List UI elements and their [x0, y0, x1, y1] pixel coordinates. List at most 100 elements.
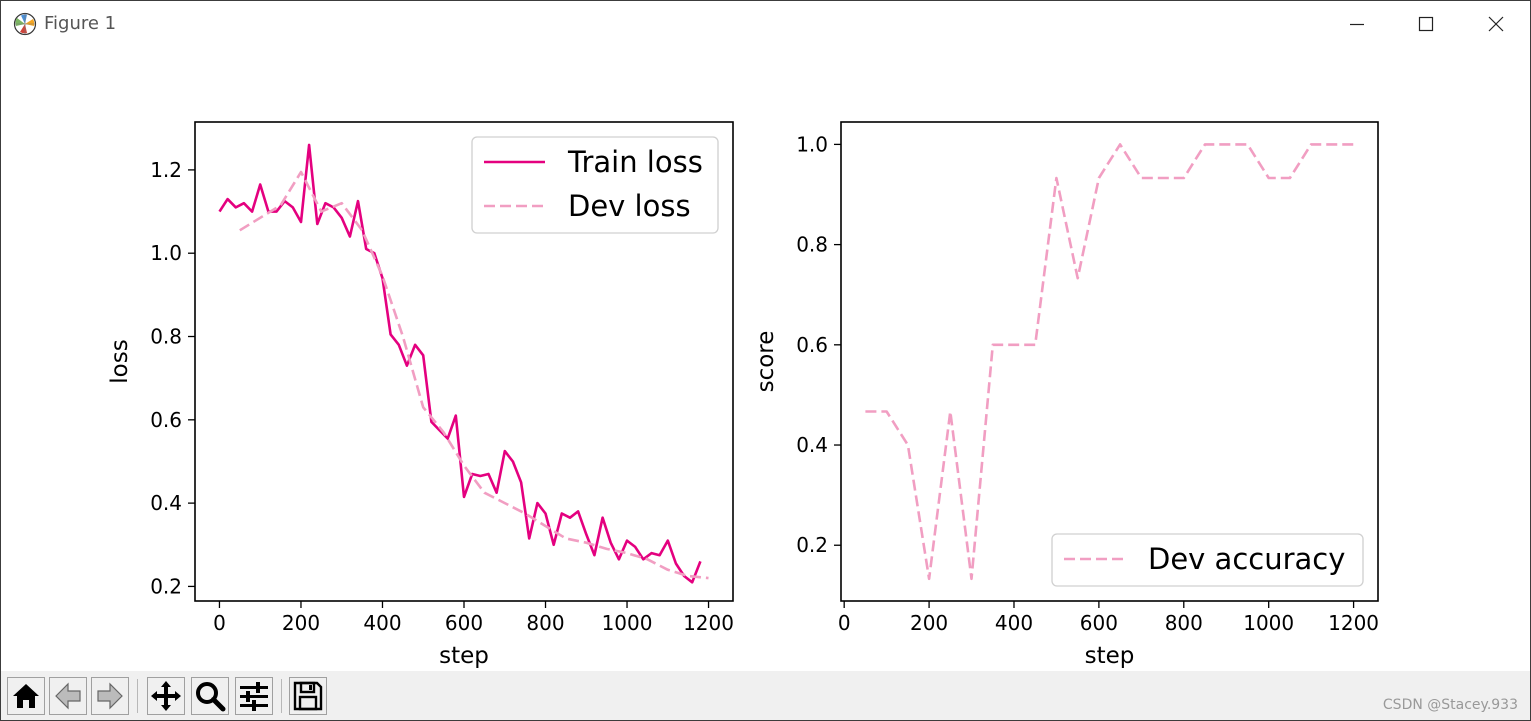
chart1-series-1-point	[699, 560, 702, 563]
back-button[interactable]	[49, 677, 87, 715]
chart1-series-1-point	[324, 202, 327, 205]
chart1-series-1-point	[348, 235, 351, 238]
chart2-series-1-point	[1246, 143, 1249, 146]
close-icon	[1488, 16, 1504, 32]
watermark: CSDN @Stacey.933	[1382, 697, 1518, 713]
chart1-y-tick-label: 1.2	[150, 158, 182, 182]
chart1-series-1-point	[291, 206, 294, 209]
forward-button[interactable]	[91, 677, 129, 715]
chart1-series-1-point	[650, 552, 653, 555]
chart1-series-1-point	[593, 554, 596, 557]
chart2-series-1-point	[1012, 343, 1015, 346]
chart1-y-tick-label: 1.0	[150, 241, 182, 265]
chart1-series-1-point	[218, 210, 221, 213]
chart1-series-1-point	[674, 562, 677, 565]
chart2-x-tick-label: 1000	[1243, 611, 1294, 635]
chart1-series-1-point	[479, 474, 482, 477]
chart2-series-1-point	[906, 443, 909, 446]
chart1-series-1-point	[520, 481, 523, 484]
chart1-series-1-point	[691, 581, 694, 584]
home-button[interactable]	[7, 677, 45, 715]
chart1-series-1-point	[544, 512, 547, 515]
chart1-series-1-point	[234, 206, 237, 209]
chart2-x-tick-label: 0	[838, 611, 851, 635]
chart2-series-1-point	[885, 410, 888, 413]
chart1-series-1-point	[397, 343, 400, 346]
chart2-x-tick-label: 200	[910, 611, 948, 635]
chart1-series-1-point	[658, 554, 661, 557]
chart1-series-1-point	[601, 516, 604, 519]
save-icon	[293, 681, 323, 711]
chart1-series-1-point	[251, 210, 254, 213]
chart1-x-tick-label: 0	[213, 611, 226, 635]
chart2-y-axis-label: score	[753, 331, 779, 393]
pan-button[interactable]	[147, 677, 185, 715]
chart1-series-1-point	[585, 533, 588, 536]
chart2-series-1-point	[864, 410, 867, 413]
chart1-series-1-point	[299, 220, 302, 223]
chart1-series-1-point	[365, 247, 368, 250]
pan-icon	[151, 681, 181, 711]
maximize-icon	[1418, 16, 1434, 32]
chart1-series-2-point	[401, 335, 404, 338]
chart1-series-1-point	[275, 210, 278, 213]
chart1-series-1-point	[340, 216, 343, 219]
chart1-series-2-point	[279, 204, 282, 207]
chart2-series-line-1	[865, 143, 1354, 581]
chart2-series-1-point	[1352, 143, 1355, 146]
chart2-series-1-point	[1034, 343, 1037, 346]
chart1-series-2-point	[585, 541, 588, 544]
chart1-legend-label: Train loss	[567, 145, 703, 179]
chart1-series-2-point	[299, 170, 302, 173]
chart1-series-1-point	[617, 558, 620, 561]
chart1-series-1-point	[430, 420, 433, 423]
chart2-legend: Dev accuracy	[1051, 533, 1364, 587]
chart2-series-1-point	[1267, 176, 1270, 179]
chart1-series-2-point	[503, 502, 506, 505]
chart1-series-2-point	[462, 464, 465, 467]
chart1-series-1-point	[642, 558, 645, 561]
chart2-y-tick-label: 0.6	[796, 333, 828, 357]
chart1-series-2-point	[666, 568, 669, 571]
chart1-series-1-point	[259, 183, 262, 186]
chart2-series-1-point	[1055, 176, 1058, 179]
close-button[interactable]	[1461, 1, 1530, 47]
chart2-series-1-point	[970, 577, 973, 580]
configure-subplots-button[interactable]	[235, 677, 273, 715]
chart2-axes-frame	[840, 121, 1379, 602]
chart1-series-2-point	[442, 431, 445, 434]
chart1-x-tick-label: 200	[282, 611, 320, 635]
chart1-series-1-point	[528, 537, 531, 540]
chart1-series-2-point	[238, 229, 241, 232]
chart2-series-1-point	[1097, 176, 1100, 179]
chart2-legend-label: Dev accuracy	[1148, 542, 1345, 576]
chart1-legend-label: Dev loss	[568, 189, 691, 223]
chart1-series-1-point	[226, 198, 229, 201]
maximize-button[interactable]	[1391, 1, 1461, 47]
chart1-y-axis-label: loss	[107, 339, 133, 383]
chart2-x-tick-label: 800	[1165, 611, 1203, 635]
chart2-legend-box	[1051, 533, 1364, 587]
chart1-series-1-point	[462, 495, 465, 498]
chart1-series-2-point	[361, 229, 364, 232]
chart2-series-1-point	[1076, 277, 1079, 280]
chart2-y-tick-label: 0.2	[796, 533, 828, 557]
chart1-y-tick-label: 0.4	[150, 491, 182, 515]
chart1-legend: Train loss Dev loss	[471, 136, 719, 234]
chart1-x-tick-label: 800	[526, 611, 564, 635]
minimize-button[interactable]	[1322, 1, 1392, 47]
chart1-series-2-point	[524, 512, 527, 515]
chart2-y-tick-label: 0.8	[796, 233, 828, 257]
figure-canvas[interactable]: 0 200 400 600 800 1000 1200 0.2 0.4 0.6 0.8 1.0 1.2 s…	[1, 47, 1530, 671]
chart1-series-1-point	[503, 450, 506, 453]
chart1-series-2-point	[707, 577, 710, 580]
save-button[interactable]	[289, 677, 327, 715]
chart2-x-tick-label: 1200	[1328, 611, 1379, 635]
chart2-series-1-point	[1203, 143, 1206, 146]
chart1-series-1-point	[511, 460, 514, 463]
chart2-series-1-point	[1119, 143, 1122, 146]
chart1-series-1-point	[495, 491, 498, 494]
zoom-button[interactable]	[191, 677, 229, 715]
chart2-axes: 0 200 400 600 800 1000 1200 0.2 0.4 0.6 0.8 1.0 step…	[753, 121, 1379, 669]
chart1-series-2-point	[646, 558, 649, 561]
